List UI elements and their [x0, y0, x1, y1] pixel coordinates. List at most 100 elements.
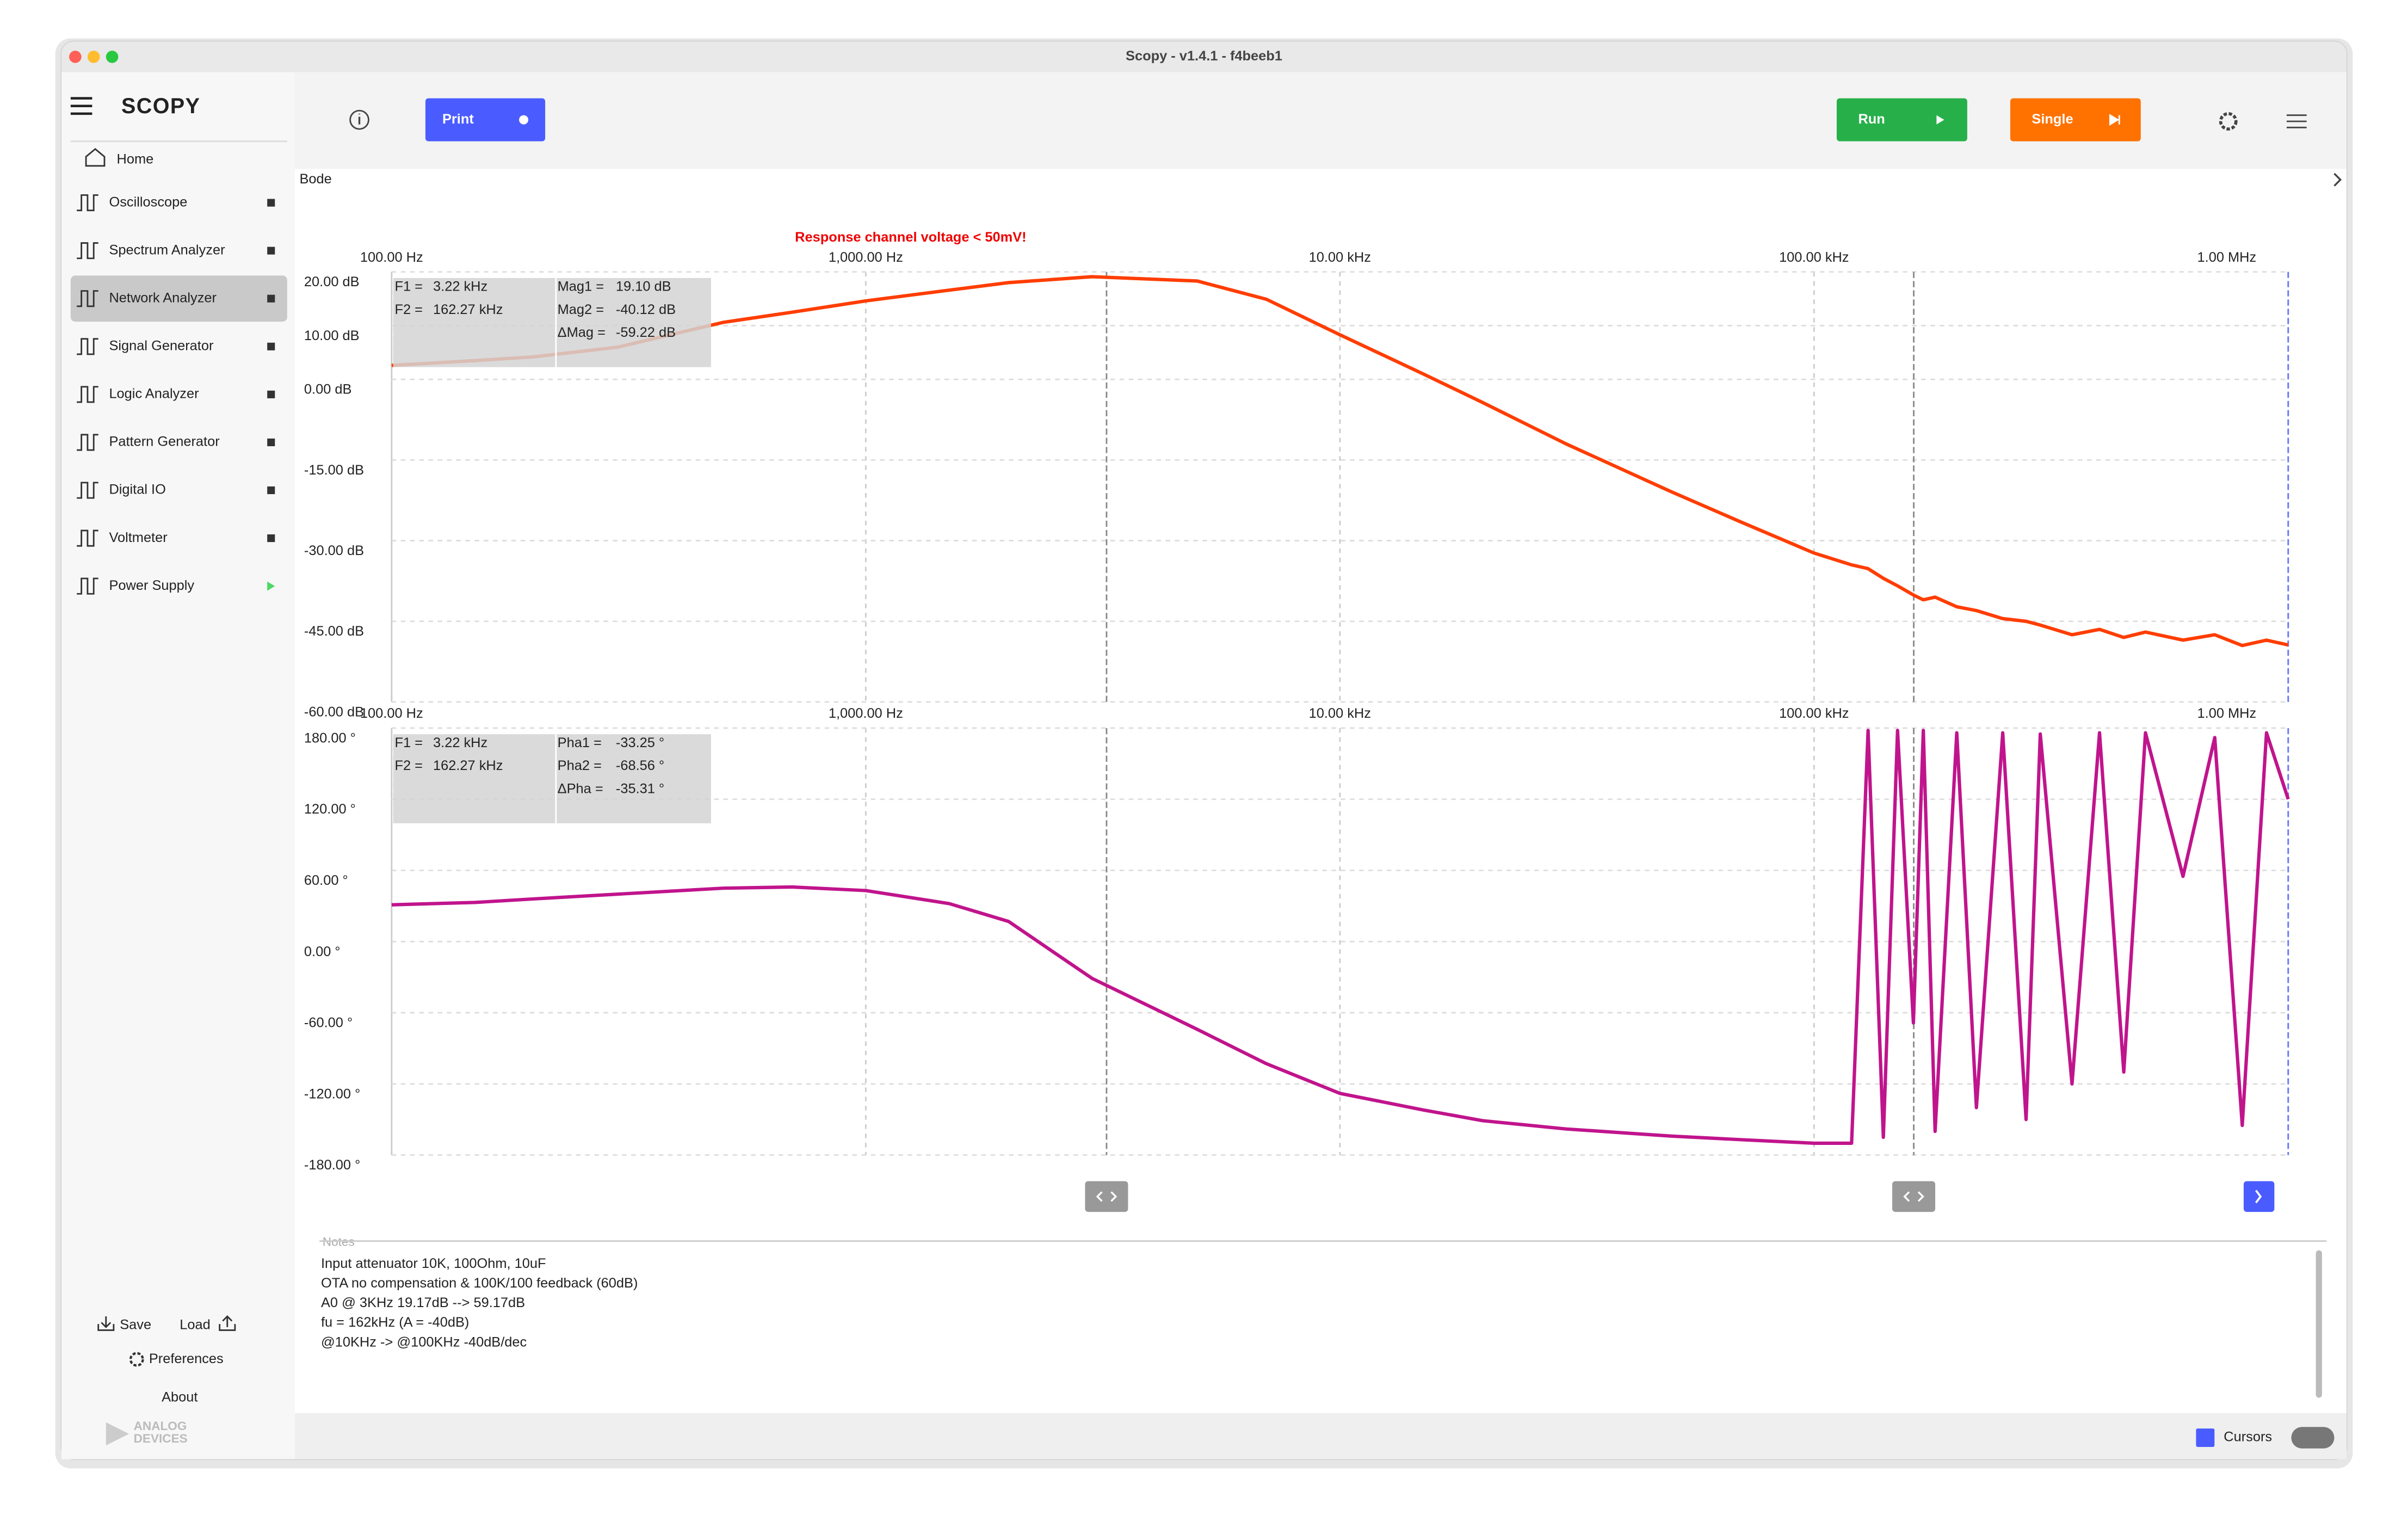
window-title: Scopy - v1.4.1 - f4beeb1 [1126, 48, 1282, 64]
toolbar [294, 72, 2347, 169]
print-label: Print [442, 112, 474, 127]
notes-scrollbar[interactable] [2316, 1250, 2322, 1398]
tool-status [267, 438, 275, 446]
single-label: Single [2032, 112, 2073, 127]
y-tick-label: 20.00 dB [304, 274, 360, 289]
run-button[interactable] [1836, 98, 1967, 141]
close-button[interactable] [69, 51, 82, 63]
readout-value: 162.27 kHz [433, 758, 503, 773]
tool-link[interactable]: Voltmeter [109, 530, 168, 545]
tool-status [267, 199, 275, 207]
cursor-handle-icon [1096, 1191, 1117, 1202]
cursors-label: Cursors [2224, 1430, 2272, 1445]
y-tick-label: -60.00 ° [304, 1015, 353, 1031]
x-tick-label: 100.00 Hz [360, 250, 423, 265]
active-tool-highlight [70, 275, 287, 322]
readout-box [393, 278, 711, 367]
tool-link[interactable]: Pattern Generator [109, 434, 220, 449]
tool-icon [77, 386, 98, 403]
tool-link[interactable]: Logic Analyzer [109, 386, 199, 402]
print-button[interactable] [425, 98, 546, 141]
tool-status [267, 486, 275, 495]
x-tick-label: 1.00 MHz [2197, 250, 2257, 265]
menu-icon[interactable] [70, 97, 92, 115]
print-icon [519, 115, 529, 125]
cursor-handle-icon [1903, 1191, 1924, 1202]
x-tick-label: 100.00 Hz [360, 706, 423, 721]
home-link[interactable]: Home [117, 151, 154, 167]
preferences-button[interactable]: Preferences [149, 1351, 224, 1366]
save-button[interactable]: Save [120, 1317, 151, 1333]
load-icon [219, 1315, 236, 1331]
x-tick-label: 100.00 kHz [1779, 250, 1849, 265]
readout-label: F2 = [394, 302, 423, 317]
tool-status [267, 581, 275, 591]
cursors-toggle[interactable] [2291, 1427, 2335, 1449]
readout-value: -40.12 dB [616, 302, 676, 317]
zoom-button[interactable] [106, 51, 119, 63]
x-tick-label: 1.00 MHz [2197, 706, 2257, 721]
readout-value: -35.31 ° [616, 781, 664, 797]
warning-text: Response channel voltage < 50mV! [795, 230, 1026, 245]
y-tick-label: -60.00 dB [304, 704, 364, 719]
x-tick-label: 10.00 kHz [1309, 250, 1371, 265]
readout-label: F1 = [394, 279, 423, 294]
status-bar [294, 1413, 2347, 1459]
note-line: Input attenuator 10K, 100Ohm, 10uF [321, 1256, 546, 1271]
tool-link[interactable]: Signal Generator [109, 338, 213, 353]
logo: SCOPY [121, 94, 200, 118]
y-tick-label: 180.00 ° [304, 730, 356, 746]
y-tick-label: -30.00 dB [304, 543, 364, 558]
tool-link[interactable]: Spectrum Analyzer [109, 242, 225, 257]
x-tick-label: 1,000.00 Hz [829, 250, 903, 265]
tool-status [267, 294, 275, 303]
plot-title: Bode [299, 171, 331, 187]
y-tick-label: -45.00 dB [304, 624, 364, 639]
y-tick-label: 0.00 ° [304, 944, 341, 959]
note-line: A0 @ 3KHz 19.17dB --> 59.17dB [321, 1295, 525, 1310]
settings-button[interactable] [2219, 112, 2238, 131]
load-button[interactable]: Load [180, 1317, 210, 1333]
tool-icon [77, 290, 98, 307]
tool-link[interactable]: Power Supply [109, 578, 194, 593]
readout-label: Pha2 = [558, 758, 602, 773]
readout-label: Pha1 = [558, 735, 602, 750]
channels-button[interactable] [2286, 114, 2307, 128]
single-button[interactable] [2010, 98, 2141, 141]
readout-label: ΔPha = [558, 781, 603, 797]
cursor-handle[interactable] [1085, 1181, 1128, 1212]
tool-link[interactable]: Network Analyzer [109, 290, 217, 305]
y-tick-label: 60.00 ° [304, 873, 348, 888]
info-button[interactable] [349, 109, 369, 130]
about-button[interactable]: About [162, 1389, 197, 1405]
readout-box [393, 734, 711, 823]
tool-link[interactable]: Oscilloscope [109, 194, 187, 210]
tool-icon [77, 338, 98, 355]
home-icon [85, 147, 106, 167]
tool-status [267, 534, 275, 543]
readout-value: 162.27 kHz [433, 302, 503, 317]
next-cursor-button[interactable] [2243, 1181, 2275, 1212]
title-bar [61, 41, 2347, 72]
y-tick-label: 10.00 dB [304, 328, 360, 343]
cursor-handle[interactable] [1892, 1181, 1936, 1212]
readout-label: F2 = [394, 758, 423, 773]
tool-icon [77, 529, 98, 547]
cursors-checkbox[interactable] [2196, 1428, 2215, 1447]
readout-value: 3.22 kHz [433, 735, 487, 750]
x-tick-label: 100.00 kHz [1779, 706, 1849, 721]
readout-label: ΔMag = [558, 325, 606, 340]
y-tick-label: -120.00 ° [304, 1086, 360, 1101]
y-tick-label: -180.00 ° [304, 1157, 360, 1173]
run-label: Run [1858, 112, 1885, 127]
brand-text: ANALOG [134, 1419, 187, 1433]
y-tick-label: 120.00 ° [304, 802, 356, 817]
tool-link[interactable]: Digital IO [109, 482, 165, 497]
x-tick-label: 10.00 kHz [1309, 706, 1371, 721]
readout-label: Mag1 = [558, 279, 604, 294]
brand-icon [106, 1422, 129, 1446]
expand-button[interactable] [2333, 173, 2342, 187]
minimize-button[interactable] [87, 51, 100, 63]
series-line [391, 275, 2289, 648]
single-icon [2109, 114, 2120, 126]
